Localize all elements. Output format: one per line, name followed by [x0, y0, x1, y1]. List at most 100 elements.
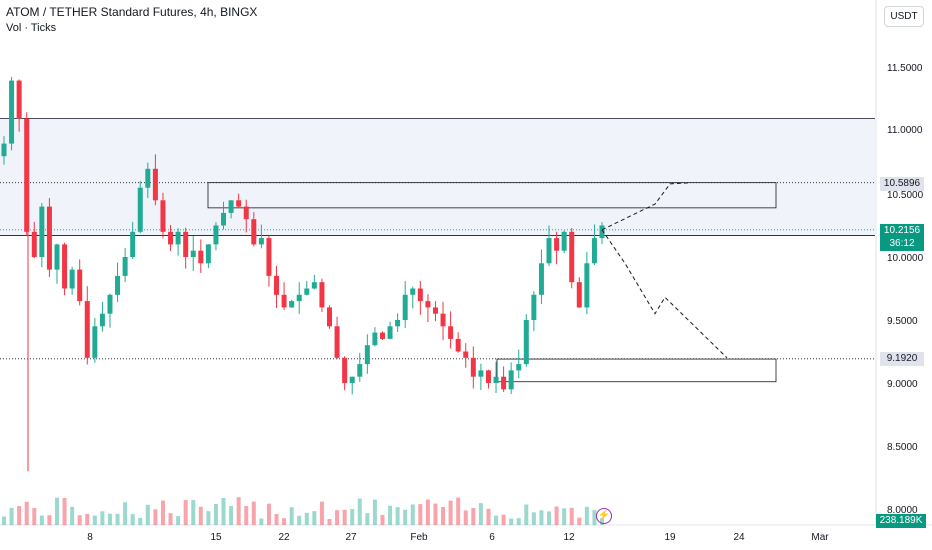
candle-body [326, 307, 332, 327]
volume-bar [547, 511, 552, 525]
volume-bar [365, 513, 370, 525]
volume-bar [342, 509, 347, 525]
volume-bar [62, 497, 67, 525]
volume-bar [312, 511, 317, 525]
candle-body [523, 320, 529, 365]
candle-body [455, 338, 461, 352]
volume-bar [531, 512, 536, 525]
candle-body [493, 376, 499, 383]
x-tick-label: 12 [563, 532, 575, 543]
lightning-icon[interactable]: ⚡ [596, 508, 612, 524]
candle-body [152, 168, 158, 201]
volume-bar [236, 497, 241, 525]
candle-body [213, 225, 219, 245]
candle-body [122, 257, 128, 276]
candle-body [69, 269, 75, 289]
volume-bar [107, 513, 112, 525]
volume-bar [388, 505, 393, 525]
candle-body [205, 244, 211, 264]
volume-bar [168, 513, 173, 525]
y-tick-label: 9.0000 [887, 379, 918, 390]
candle-body [198, 250, 204, 264]
volume-bar [319, 501, 324, 525]
y-tick-label: 11.5000 [887, 63, 923, 74]
y-tick-label: 8.0000 [887, 505, 918, 516]
candle-body [501, 376, 507, 390]
candle-body [546, 238, 552, 264]
volume-bar [448, 500, 453, 525]
volume-bar [516, 518, 521, 525]
candle-body [402, 294, 408, 320]
y-tick-label: 11.0000 [887, 125, 923, 136]
candle-body [470, 357, 476, 377]
volume-bar [229, 506, 234, 525]
candle-body [463, 351, 469, 358]
support-zone-box [496, 358, 777, 383]
volume-bar [304, 512, 309, 525]
volume-bar [297, 515, 302, 525]
candle-body [274, 275, 280, 295]
candle-body [62, 244, 68, 289]
currency-button[interactable]: USDT [884, 6, 924, 27]
candle-body [516, 364, 522, 371]
candle-body [304, 288, 310, 295]
volume-bar [160, 500, 165, 525]
x-tick-label: 6 [489, 532, 495, 543]
volume-bar [266, 503, 271, 525]
volume-bar [77, 515, 82, 525]
volume-bar [24, 501, 29, 525]
candle-body [591, 238, 597, 264]
candle-body [357, 364, 363, 377]
x-tick-label: 24 [733, 532, 745, 543]
volume-bar [153, 509, 158, 525]
volume-bar [251, 501, 256, 525]
volume-bar [70, 506, 75, 525]
volume-bar [395, 507, 400, 525]
volume-bar [9, 507, 14, 525]
candle-body [342, 357, 348, 383]
candle-body [319, 282, 325, 308]
volume-bar [123, 502, 128, 525]
volume-bar [478, 503, 483, 525]
candle-body [115, 275, 121, 295]
symbol-title[interactable]: ATOM / TETHER Standard Futures, 4h, BING… [6, 5, 258, 19]
candle-body [538, 263, 544, 295]
indicator-label[interactable]: Vol · Ticks [6, 22, 57, 34]
candle-body [531, 294, 537, 320]
volume-bar [433, 503, 438, 525]
candle-body [236, 200, 242, 207]
x-tick-label: Feb [410, 532, 428, 543]
volume-bar [213, 503, 218, 525]
candle-body [137, 187, 143, 232]
candle-body [364, 345, 370, 365]
candle-body [266, 238, 272, 276]
candle-body [54, 244, 60, 270]
volume-bar [456, 497, 461, 525]
candle-body [130, 231, 136, 257]
volume-bar [2, 516, 6, 525]
volume-bar [282, 518, 287, 525]
volume-bar [350, 509, 355, 525]
candle-body [432, 307, 438, 314]
y-tick-label: 9.5000 [887, 316, 918, 327]
volume-bar [410, 504, 415, 525]
candle-body [296, 294, 302, 302]
candle-body [258, 238, 264, 245]
y-tick-label: 10.0000 [887, 253, 924, 264]
volume-bar [471, 507, 476, 525]
candle-body [485, 370, 491, 383]
volume-bar [244, 506, 249, 525]
volume-bar [403, 509, 408, 525]
volume-bar [380, 514, 385, 525]
volume-bar [501, 514, 506, 525]
candle-body [289, 301, 295, 308]
candle-body [448, 326, 454, 339]
x-tick-label: 15 [210, 532, 222, 543]
candle-body [508, 370, 514, 390]
candle-body [168, 231, 174, 245]
x-tick-label: 22 [278, 532, 290, 543]
x-tick-label: 8 [87, 532, 93, 543]
volume-bar [372, 499, 377, 525]
volume-bar [47, 515, 52, 525]
